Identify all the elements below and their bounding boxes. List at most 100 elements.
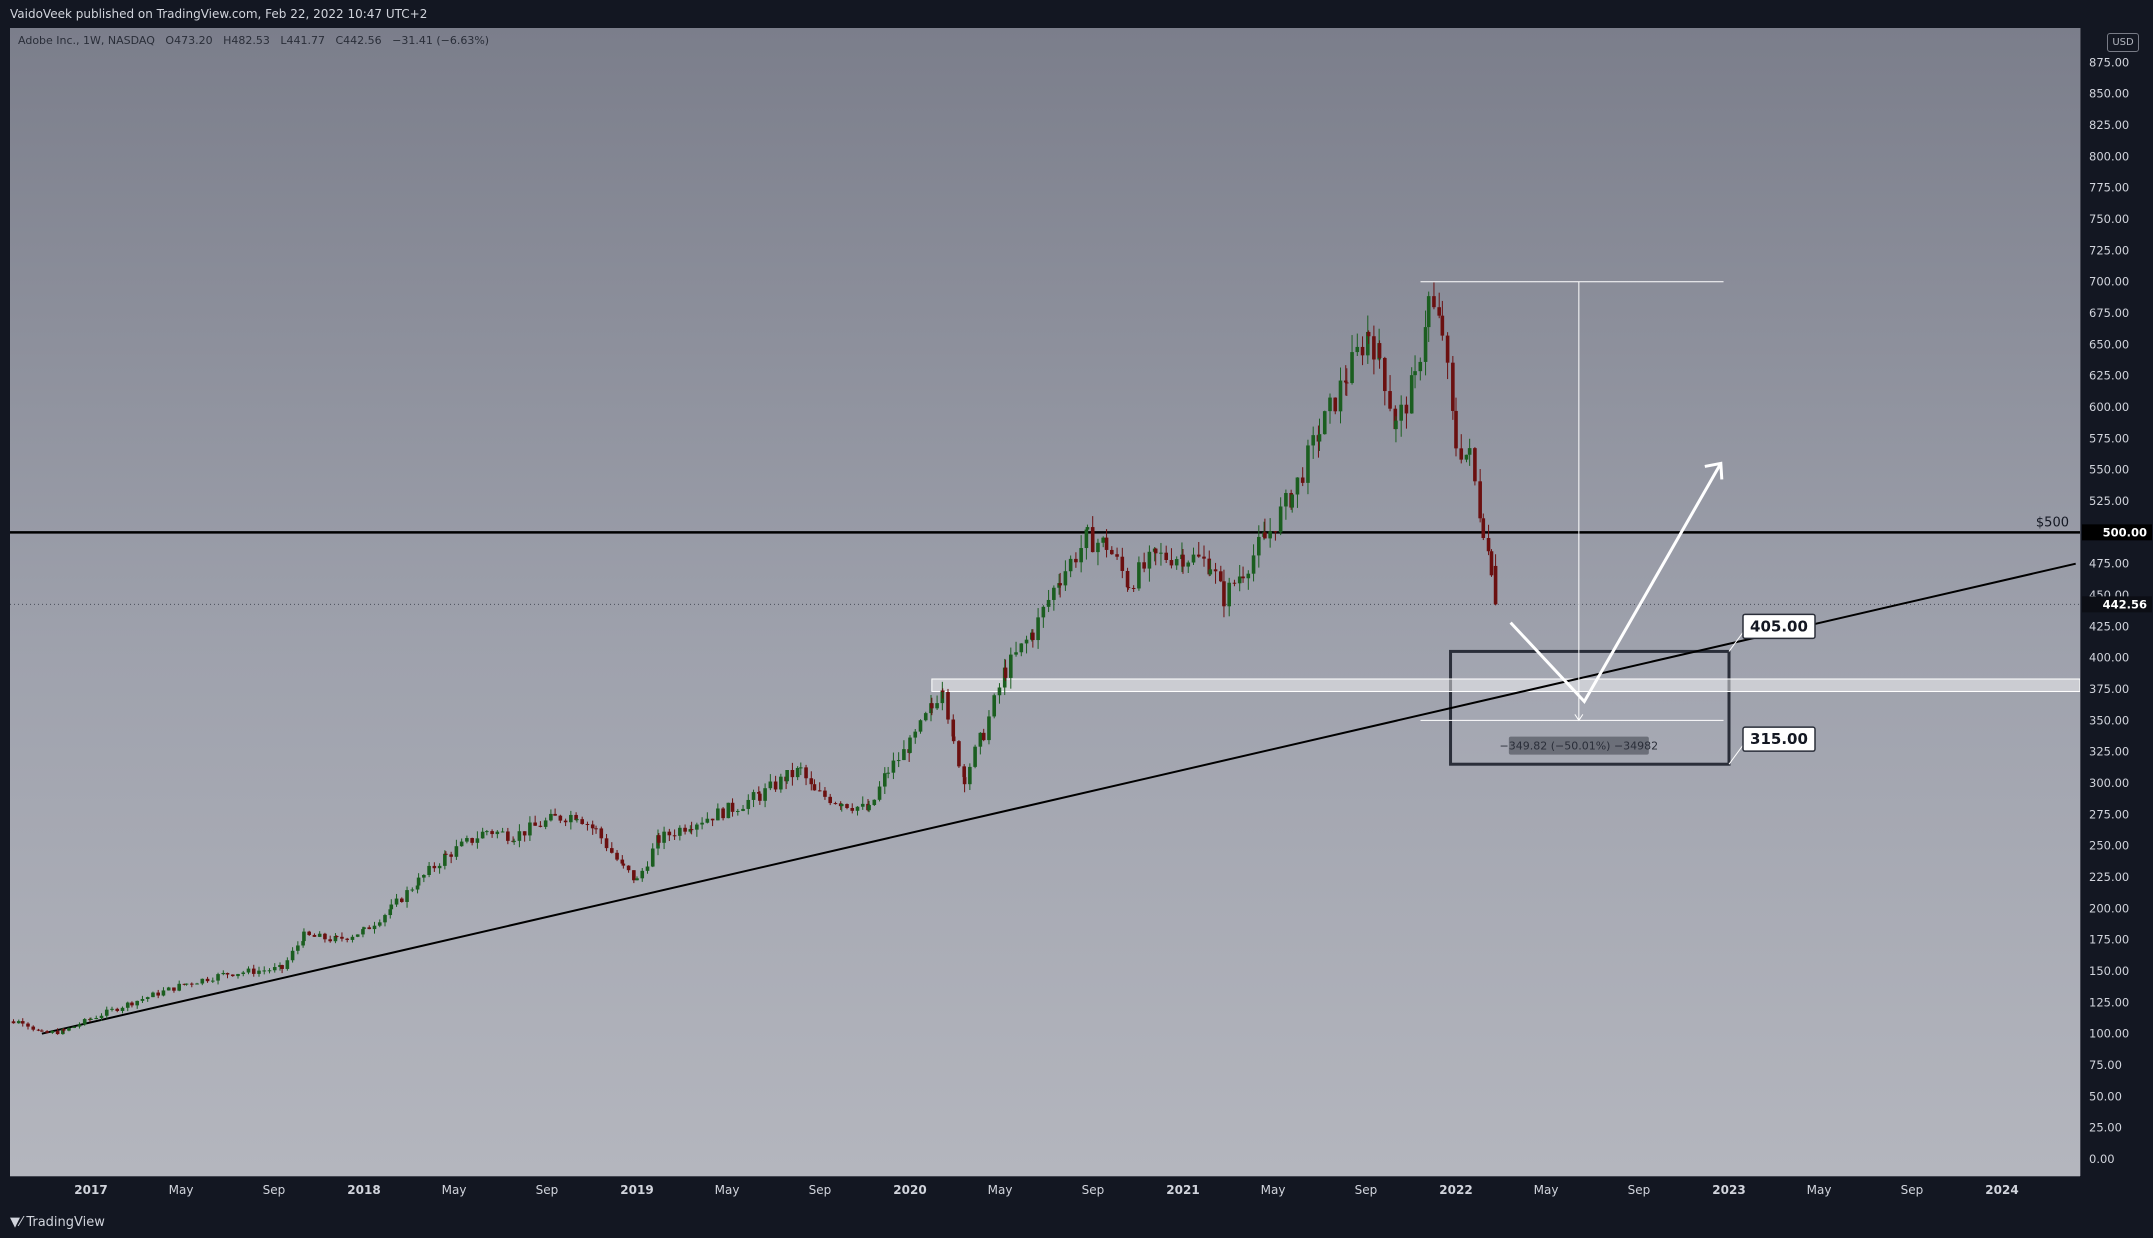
candle-body: [361, 929, 365, 935]
candle-body: [1063, 571, 1068, 586]
candle-body: [296, 945, 300, 951]
price-tick-label: 725.00: [2089, 243, 2129, 257]
time-tick-label: 2017: [74, 1183, 107, 1197]
candle-body: [1009, 654, 1013, 678]
candle-body: [55, 1031, 60, 1035]
tradingview-logo: ▼⁄ TradingView: [10, 1215, 105, 1230]
footer: ▼⁄ TradingView: [0, 1206, 2153, 1238]
candle-body: [1104, 537, 1109, 550]
candle-body: [437, 865, 442, 869]
price-tick-label: 650.00: [2089, 337, 2129, 351]
candle-body: [236, 973, 240, 977]
candle-body: [1467, 448, 1472, 455]
candle-body: [333, 936, 338, 942]
candle-body: [367, 927, 372, 930]
price-tick-label: 575.00: [2089, 431, 2129, 445]
candle-body: [1084, 529, 1089, 549]
candle-body: [1207, 558, 1212, 575]
callout-405-pointer: [1728, 632, 1744, 652]
candle-body: [978, 732, 983, 747]
candle-body: [1181, 554, 1185, 567]
candle-body: [610, 848, 614, 853]
publish-header: VaidoVeek published on TradingView.com, …: [0, 0, 2153, 28]
candle-body: [10, 1021, 11, 1024]
candle-body: [1372, 336, 1376, 360]
candle-body: [211, 980, 215, 982]
candle-body: [604, 838, 609, 849]
candle-body: [415, 885, 420, 890]
candle-body: [1096, 542, 1100, 553]
candle-body: [135, 1000, 139, 1006]
candle-body: [1079, 548, 1083, 563]
candle-body: [115, 1008, 120, 1011]
candle-body: [710, 818, 715, 821]
candle-body: [495, 831, 500, 835]
candle-body: [1164, 552, 1168, 560]
candle-body: [563, 820, 568, 823]
price-tick-label: 50.00: [2089, 1089, 2122, 1103]
candle-body: [94, 1018, 99, 1020]
candle-body: [377, 922, 382, 926]
price-tick-label: 375.00: [2089, 682, 2129, 696]
candle-body: [741, 808, 745, 811]
candle-body: [1338, 380, 1343, 412]
time-axis[interactable]: [10, 1176, 2080, 1207]
candle-body: [962, 766, 966, 778]
candle-body: [1196, 554, 1201, 557]
candle-body: [872, 799, 877, 805]
candle-body: [500, 831, 505, 833]
candle-body: [1440, 315, 1445, 336]
candle-body: [683, 827, 687, 832]
candle-body: [1478, 481, 1482, 519]
candle-body: [1399, 404, 1403, 421]
price-tick-label: 625.00: [2089, 369, 2129, 383]
chart-plot-area[interactable]: Adobe Inc., 1W, NASDAQ O473.20 H482.53 L…: [10, 28, 2080, 1176]
time-tick-label: 2023: [1712, 1183, 1745, 1197]
candle-body: [230, 974, 235, 977]
callout-315-label: 315.00: [1750, 730, 1808, 748]
candle-body: [700, 822, 704, 825]
candle-body: [1251, 555, 1256, 574]
candle-body: [620, 859, 625, 864]
candle-body: [485, 831, 489, 833]
candle-body: [867, 804, 871, 811]
last-price-badge-bg: [2082, 596, 2152, 613]
currency-badge[interactable]: USD: [2107, 33, 2139, 52]
candle-body: [1388, 391, 1392, 409]
candle-body: [307, 931, 311, 935]
candle-body: [1445, 335, 1450, 363]
candle-body: [913, 731, 918, 738]
candle-body: [272, 967, 277, 971]
candle-body: [394, 898, 399, 905]
price-tick-label: 225.00: [2089, 870, 2129, 884]
candle-body: [1393, 408, 1398, 430]
price-tick-label: 0.00: [2089, 1152, 2115, 1166]
price-tick-label: 700.00: [2089, 275, 2129, 289]
candle-body: [1481, 518, 1486, 539]
candle-body: [528, 822, 532, 836]
candle-body: [594, 828, 598, 830]
candle-body: [427, 865, 431, 875]
price-tick-label: 825.00: [2089, 118, 2129, 132]
candle-body: [987, 716, 991, 741]
legend-change: −31.41 (−6.63%): [392, 34, 490, 47]
candle-body: [662, 831, 666, 843]
candle-body: [110, 1008, 114, 1010]
candle-body: [599, 828, 604, 839]
measure-arrowhead: [1574, 714, 1584, 722]
candle-body: [1300, 477, 1305, 483]
candle-body: [1493, 565, 1498, 605]
candle-body: [72, 1026, 76, 1028]
candle-body: [216, 974, 220, 981]
candle-body: [475, 838, 480, 843]
candle-body: [799, 767, 803, 769]
candle-body: [145, 997, 150, 999]
candle-body: [1202, 556, 1206, 559]
candle-body: [1306, 445, 1310, 483]
candle-body: [1153, 548, 1158, 554]
candle-body: [465, 838, 469, 842]
candle-body: [99, 1015, 104, 1019]
candle-body: [1131, 587, 1136, 589]
candle-body: [480, 831, 485, 839]
candle-body: [923, 713, 928, 721]
